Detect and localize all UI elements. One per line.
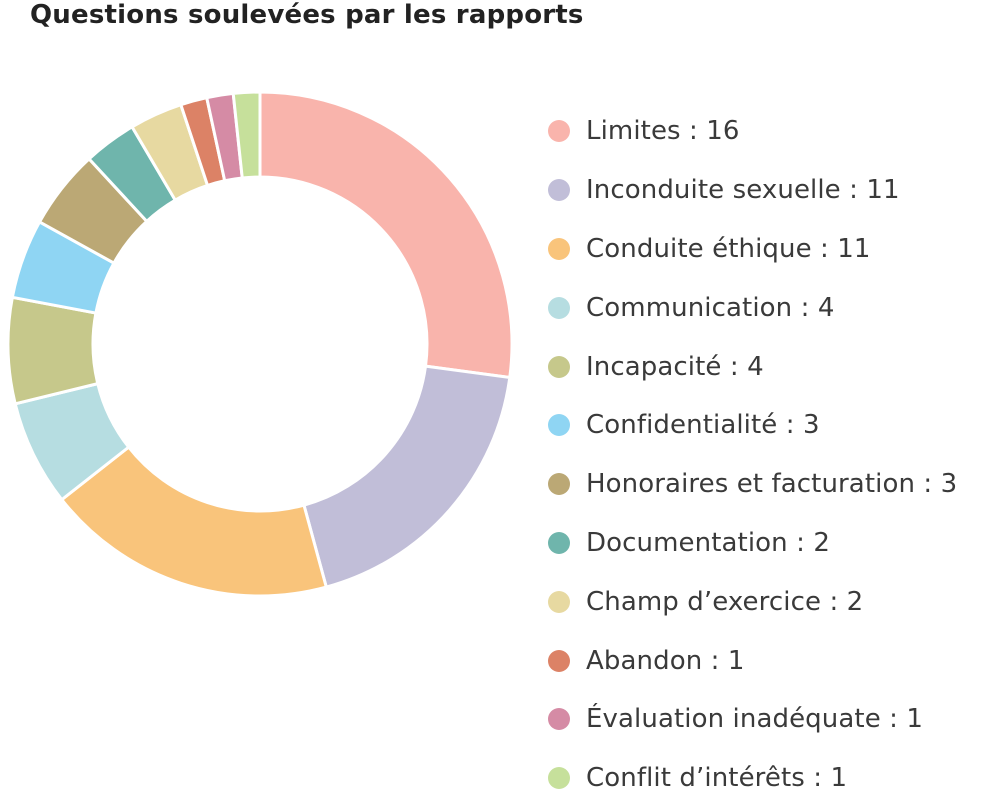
- legend-swatch: [548, 120, 570, 143]
- legend-item: Honoraires et facturation : 3: [548, 455, 957, 514]
- legend: Limites : 16 Inconduite sexuelle : 11 Cond…: [548, 102, 957, 808]
- legend-item: Évaluation inadéquate : 1: [548, 690, 957, 749]
- legend-label: Limites : 16: [586, 116, 740, 147]
- legend-item: Confidentialité : 3: [548, 396, 957, 455]
- legend-swatch: [548, 473, 570, 496]
- legend-item: Conflit d’intérêts : 1: [548, 749, 957, 808]
- donut-slice-5: [6, 295, 100, 406]
- legend-label: Champ d’exercice : 2: [586, 586, 864, 617]
- legend-label: Abandon : 1: [586, 645, 745, 676]
- legend-label: Évaluation inadéquate : 1: [586, 704, 924, 735]
- legend-item: Limites : 16: [548, 102, 957, 161]
- legend-label: Conduite éthique : 11: [586, 233, 871, 264]
- donut-slice-2: [302, 364, 512, 589]
- legend-swatch: [548, 355, 570, 378]
- legend-swatch: [548, 237, 570, 260]
- legend-swatch: [548, 414, 570, 437]
- legend-swatch: [548, 590, 570, 613]
- legend-item: Abandon : 1: [548, 631, 957, 690]
- legend-item: Documentation : 2: [548, 514, 957, 573]
- legend-item: Champ d’exercice : 2: [548, 572, 957, 631]
- legend-item: Incapacité : 4: [548, 337, 957, 396]
- legend-swatch: [548, 708, 570, 731]
- legend-label: Confidentialité : 3: [586, 410, 820, 441]
- chart-title: Questions soulevées par les rapports: [30, 0, 584, 30]
- legend-swatch: [548, 649, 570, 672]
- legend-swatch: [548, 296, 570, 319]
- legend-label: Incapacité : 4: [586, 351, 764, 382]
- legend-item: Inconduite sexuelle : 11: [548, 161, 957, 220]
- legend-label: Inconduite sexuelle : 11: [586, 175, 900, 206]
- donut-slice-1: [258, 90, 514, 380]
- legend-label: Conflit d’intérêts : 1: [586, 763, 848, 794]
- legend-swatch: [548, 531, 570, 554]
- legend-label: Honoraires et facturation : 3: [586, 469, 958, 500]
- legend-item: Conduite éthique : 11: [548, 220, 957, 279]
- legend-swatch: [548, 179, 570, 202]
- legend-swatch: [548, 767, 570, 790]
- legend-label: Documentation : 2: [586, 527, 830, 558]
- legend-item: Communication : 4: [548, 278, 957, 337]
- legend-label: Communication : 4: [586, 292, 835, 323]
- donut-slice-12: [231, 90, 262, 180]
